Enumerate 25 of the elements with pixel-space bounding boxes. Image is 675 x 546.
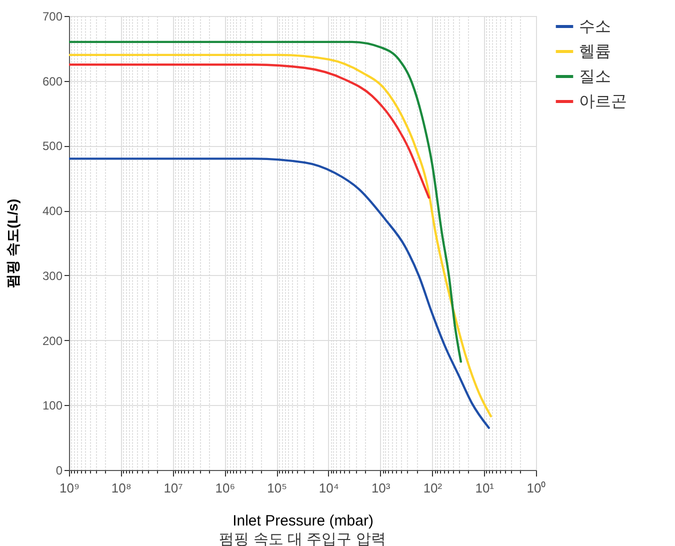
y-tick-label: 400 <box>42 204 63 218</box>
x-tick-label: 10⁶ <box>215 480 236 496</box>
x-axis-title: Inlet Pressure (mbar) <box>232 512 374 530</box>
legend-label: 수소 <box>579 18 611 36</box>
x-tick-label: 10⁴ <box>318 480 339 496</box>
y-tick-label: 300 <box>42 268 63 283</box>
x-tick-label: 10² <box>423 480 443 496</box>
y-tick-label: 100 <box>42 398 63 413</box>
x-tick-label: 10¹ <box>475 480 495 496</box>
y-axis-title: 펌핑 속도(L/s) <box>4 198 20 288</box>
legend-label: 질소 <box>579 68 611 86</box>
x-tick-label: 10⁷ <box>164 480 184 496</box>
y-tick-label: 200 <box>42 334 63 348</box>
x-tick-label: 10³ <box>371 480 391 496</box>
y-tick-label: 700 <box>42 10 63 24</box>
x-tick-label: 10⁰ <box>526 480 546 496</box>
legend-label: 아르곤 <box>579 94 627 110</box>
x-tick-label: 10⁹ <box>59 480 80 496</box>
y-tick-label: 600 <box>42 74 63 88</box>
y-tick-label: 500 <box>42 139 63 154</box>
legend-label: 헬륨 <box>579 44 611 60</box>
y-tick-label: 0 <box>56 464 63 478</box>
x-tick-label: 10⁵ <box>267 480 287 496</box>
text: 펌핑 속도 대 주입구 압력 <box>219 531 386 546</box>
x-tick-label: 10⁸ <box>111 480 132 496</box>
